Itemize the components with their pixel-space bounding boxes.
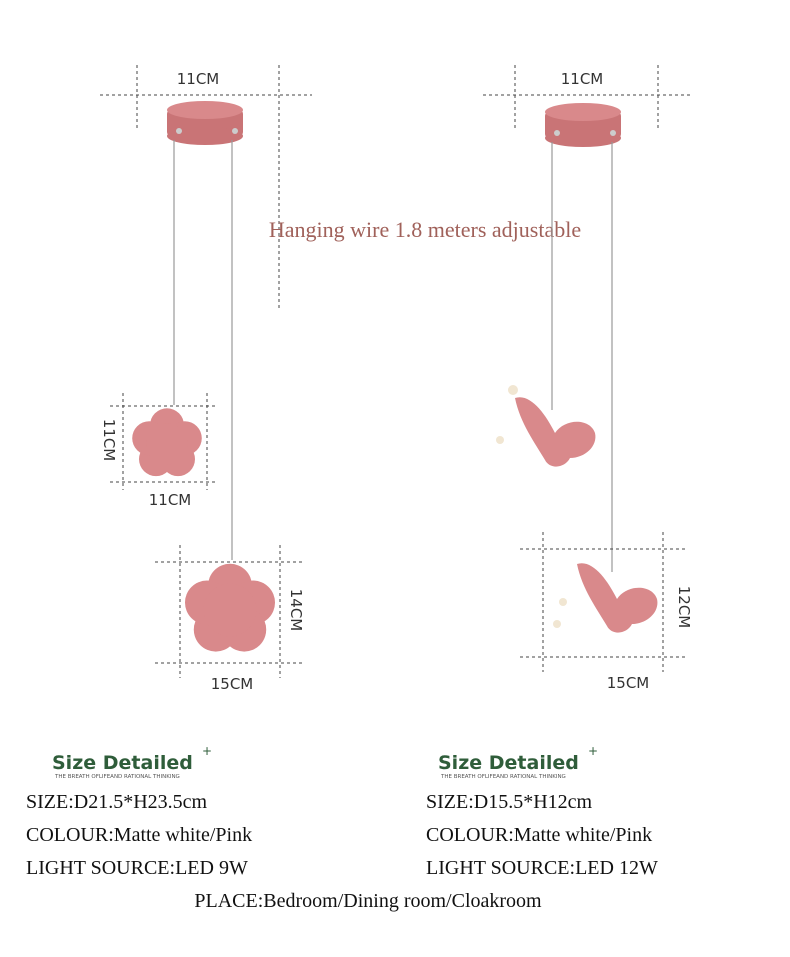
spec-line: SIZE:D15.5*H12cm [426, 791, 593, 813]
decoration [554, 130, 560, 136]
spec-line: COLOUR:Matte white/Pink [426, 824, 652, 846]
decoration [232, 128, 238, 134]
spec-heading: Size Detailed [438, 752, 579, 774]
spec-left: Size Detailed + THE BREATH OFLIFEAND RAT… [26, 744, 252, 879]
decoration [508, 385, 518, 395]
decoration [559, 598, 567, 606]
dimension-label: 15CM [607, 674, 650, 692]
decoration [176, 128, 182, 134]
right-lamp: 11CM 12CM 15CM [483, 65, 693, 692]
dimension-label: 11CM [561, 70, 604, 88]
decoration [610, 130, 616, 136]
decoration [545, 103, 621, 121]
decoration [132, 408, 202, 477]
spec-right: Size Detailed + THE BREATH OFLIFEAND RAT… [426, 744, 658, 879]
decoration [545, 129, 621, 147]
spec-tagline: THE BREATH OFLIFEAND RATIONAL THINKING [54, 774, 180, 780]
spec-line: COLOUR:Matte white/Pink [26, 824, 252, 846]
spec-line: SIZE:D21.5*H23.5cm [26, 791, 208, 813]
decoration [496, 436, 504, 444]
decoration [553, 620, 561, 628]
dimension-label: 14CM [287, 589, 305, 632]
decoration [515, 397, 596, 467]
wire-note: Hanging wire 1.8 meters adjustable [269, 217, 581, 242]
dimension-label: 15CM [211, 675, 254, 693]
place-line: PLACE:Bedroom/Dining room/Cloakroom [194, 890, 542, 912]
decoration [167, 101, 243, 119]
dimension-label: 12CM [675, 586, 693, 629]
dimension-label: 11CM [100, 419, 118, 462]
decoration [577, 563, 658, 633]
spec-line: LIGHT SOURCE:LED 9W [26, 857, 248, 879]
spec-heading: Size Detailed [52, 752, 193, 774]
spec-line: LIGHT SOURCE:LED 12W [426, 857, 658, 879]
decoration [184, 563, 276, 652]
dimension-label: 11CM [177, 70, 220, 88]
spec-tagline: THE BREATH OFLIFEAND RATIONAL THINKING [440, 774, 566, 780]
spec-plus: + [588, 744, 598, 758]
left-lamp: 11CM 11CM 11CM 14CM 15CM [100, 65, 312, 693]
dimension-label: 11CM [149, 491, 192, 509]
spec-plus: + [202, 744, 212, 758]
decoration [167, 127, 243, 145]
